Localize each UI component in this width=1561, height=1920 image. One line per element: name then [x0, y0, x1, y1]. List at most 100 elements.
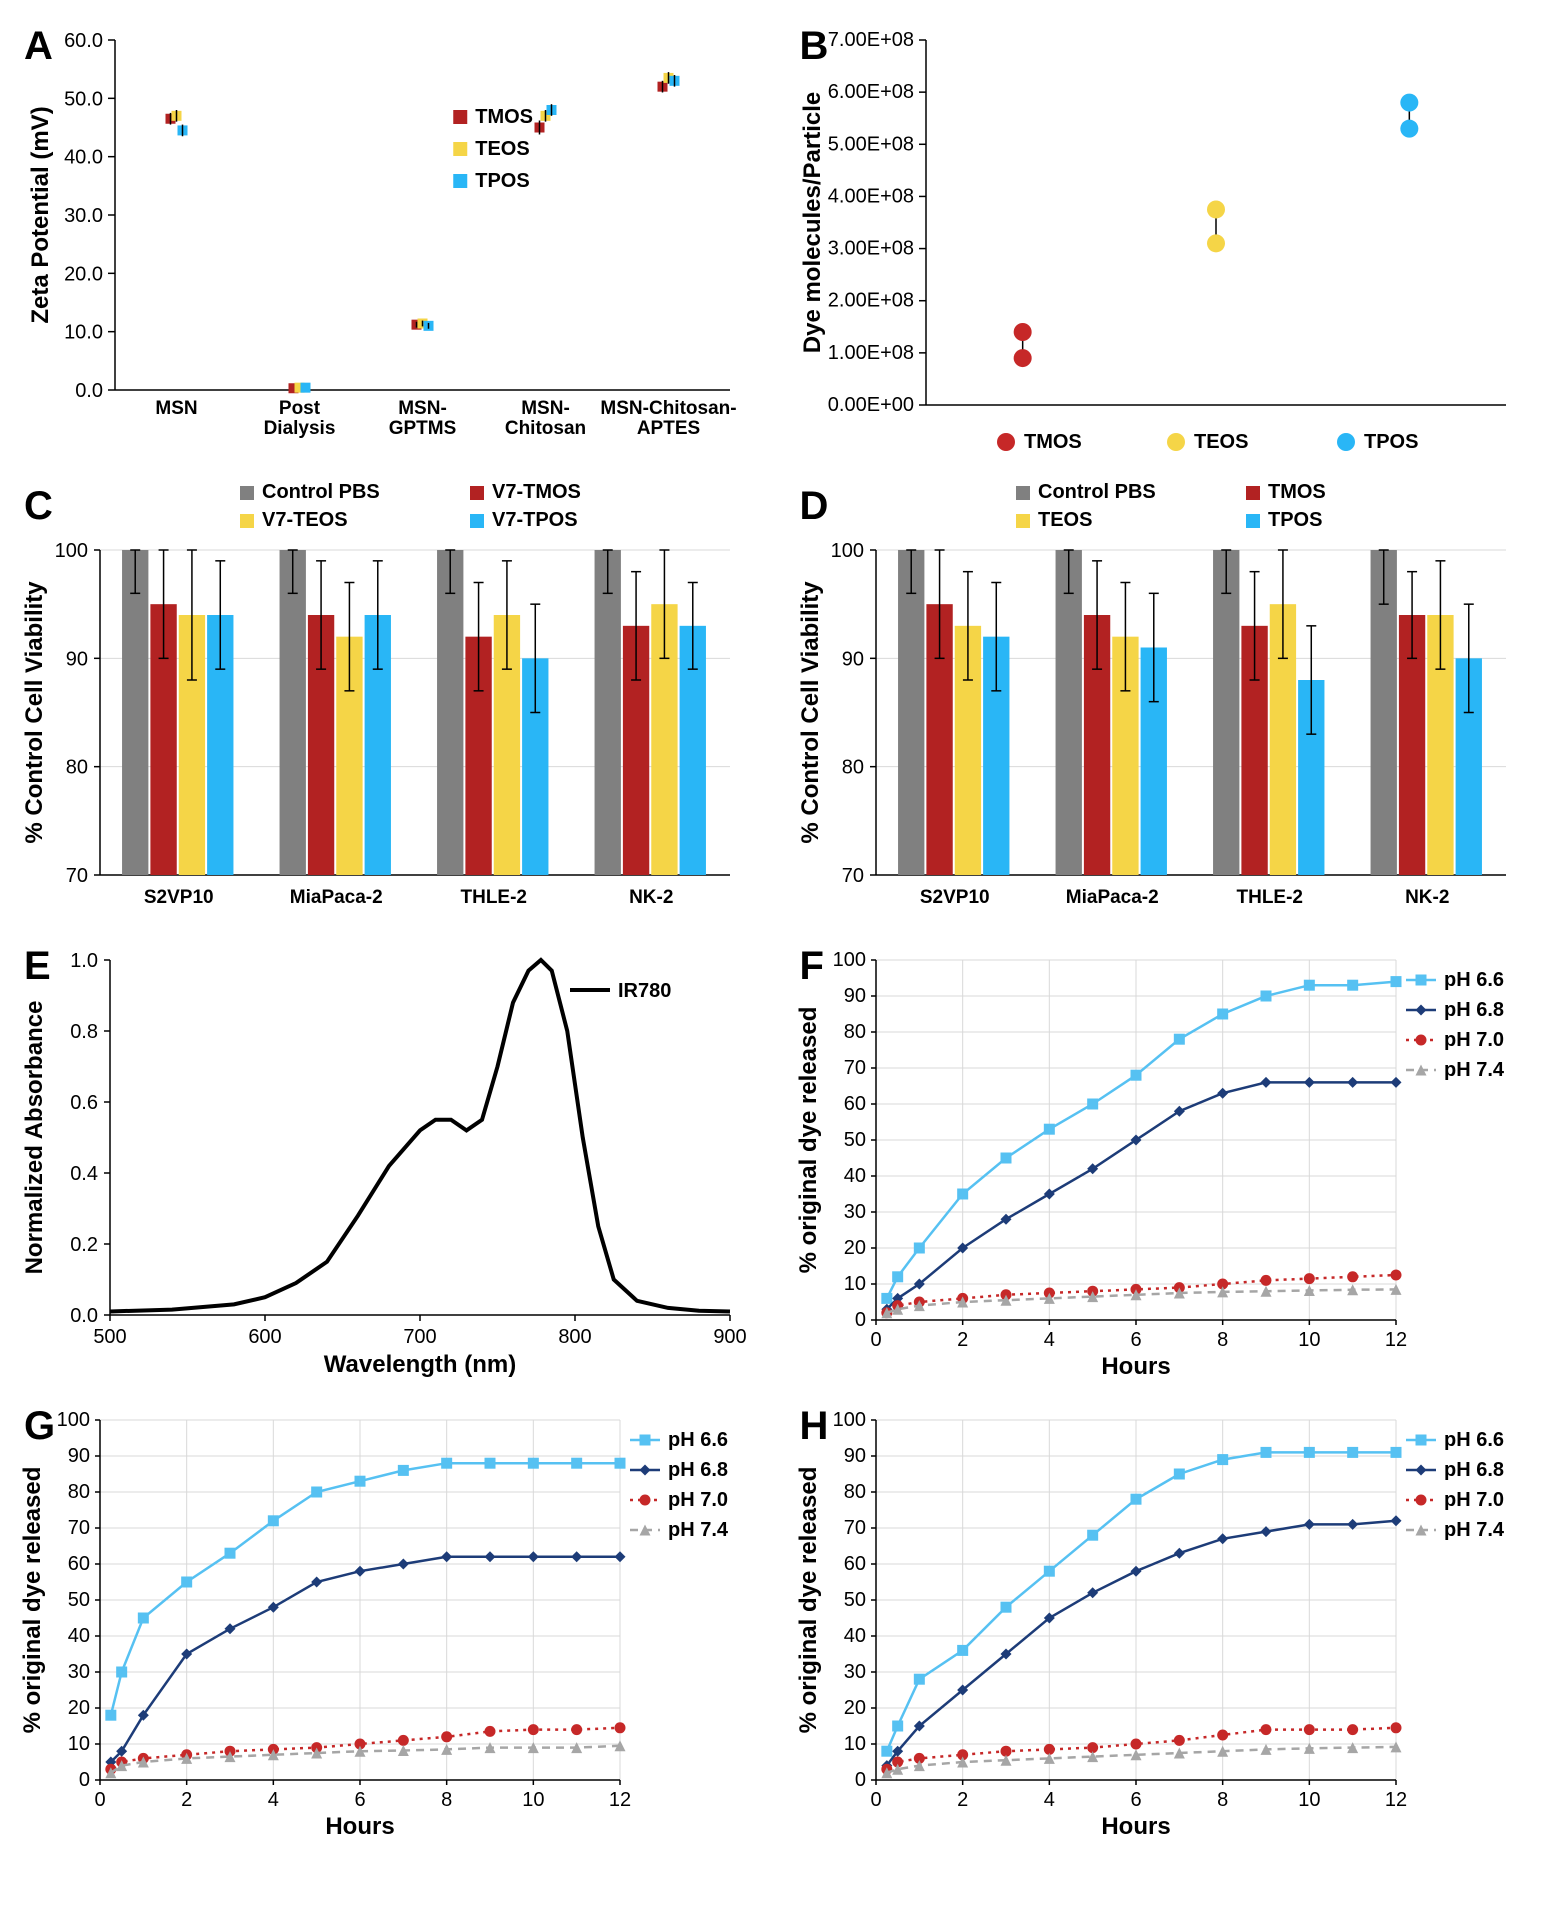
- svg-text:6: 6: [1130, 1789, 1141, 1811]
- svg-text:6: 6: [354, 1789, 365, 1811]
- svg-text:10: 10: [522, 1789, 544, 1811]
- svg-text:0: 0: [870, 1789, 881, 1811]
- svg-text:70: 70: [68, 1517, 90, 1539]
- panel-label-a: A: [24, 24, 53, 69]
- svg-text:Post: Post: [279, 398, 321, 419]
- svg-text:10: 10: [843, 1733, 865, 1755]
- svg-text:40: 40: [68, 1625, 90, 1647]
- panel-g: G0102030405060708090100024681012Hours% o…: [20, 1400, 766, 1840]
- svg-text:40: 40: [843, 1625, 865, 1647]
- svg-text:Chitosan: Chitosan: [505, 418, 586, 439]
- panel-f: F0102030405060708090100024681012Hours% o…: [796, 940, 1542, 1380]
- svg-text:100: 100: [832, 1409, 865, 1431]
- panel-b: B0.00E+001.00E+082.00E+083.00E+084.00E+0…: [796, 20, 1542, 460]
- svg-text:% original dye released: % original dye released: [796, 1467, 822, 1734]
- svg-text:3.00E+08: 3.00E+08: [827, 238, 913, 260]
- svg-text:50: 50: [68, 1589, 90, 1611]
- svg-text:MSN-: MSN-: [521, 398, 570, 419]
- svg-text:70: 70: [843, 1057, 865, 1079]
- svg-text:MiaPaca-2: MiaPaca-2: [290, 887, 383, 908]
- svg-text:100: 100: [57, 1409, 90, 1431]
- svg-text:30: 30: [843, 1661, 865, 1683]
- svg-text:Dye molecules/Particle: Dye molecules/Particle: [799, 92, 826, 353]
- svg-text:pH 7.4: pH 7.4: [668, 1519, 729, 1541]
- svg-text:50: 50: [843, 1129, 865, 1151]
- svg-text:6.00E+08: 6.00E+08: [827, 81, 913, 103]
- svg-text:THLE-2: THLE-2: [461, 887, 528, 908]
- svg-text:% original dye released: % original dye released: [20, 1467, 46, 1734]
- svg-text:60.0: 60.0: [64, 30, 103, 52]
- svg-text:pH 7.0: pH 7.0: [1444, 1489, 1504, 1511]
- svg-text:60: 60: [843, 1093, 865, 1115]
- panel-c: C708090100% Control Cell ViabilityS2VP10…: [20, 480, 766, 920]
- svg-text:90: 90: [843, 1445, 865, 1467]
- svg-text:pH 6.8: pH 6.8: [1444, 1459, 1504, 1481]
- svg-text:pH 6.8: pH 6.8: [668, 1459, 728, 1481]
- svg-text:2: 2: [957, 1329, 968, 1351]
- svg-text:2: 2: [957, 1789, 968, 1811]
- svg-text:0.4: 0.4: [70, 1163, 98, 1185]
- svg-text:8: 8: [441, 1789, 452, 1811]
- svg-text:70: 70: [843, 1517, 865, 1539]
- svg-text:V7-TPOS: V7-TPOS: [492, 509, 578, 531]
- svg-text:100: 100: [55, 540, 88, 562]
- svg-text:80: 80: [66, 757, 88, 779]
- svg-text:0: 0: [94, 1789, 105, 1811]
- svg-text:4: 4: [1043, 1329, 1054, 1351]
- svg-text:pH 7.0: pH 7.0: [668, 1489, 728, 1511]
- svg-text:20: 20: [68, 1697, 90, 1719]
- svg-text:60: 60: [68, 1553, 90, 1575]
- svg-text:MiaPaca-2: MiaPaca-2: [1065, 887, 1158, 908]
- svg-text:4: 4: [1043, 1789, 1054, 1811]
- svg-text:40: 40: [843, 1165, 865, 1187]
- svg-text:90: 90: [843, 985, 865, 1007]
- svg-text:8: 8: [1217, 1789, 1228, 1811]
- svg-text:Hours: Hours: [325, 1813, 394, 1840]
- svg-text:70: 70: [841, 865, 863, 887]
- svg-text:TMOS: TMOS: [475, 106, 533, 128]
- svg-text:80: 80: [841, 757, 863, 779]
- svg-text:30: 30: [843, 1201, 865, 1223]
- svg-text:700: 700: [403, 1326, 436, 1348]
- svg-text:80: 80: [68, 1481, 90, 1503]
- svg-text:0.8: 0.8: [70, 1021, 98, 1043]
- svg-text:12: 12: [1384, 1329, 1406, 1351]
- svg-text:4.00E+08: 4.00E+08: [827, 185, 913, 207]
- svg-text:50: 50: [843, 1589, 865, 1611]
- svg-text:pH 7.0: pH 7.0: [1444, 1029, 1504, 1051]
- svg-text:0.2: 0.2: [70, 1234, 98, 1256]
- svg-text:pH 7.4: pH 7.4: [1444, 1059, 1505, 1081]
- svg-text:20.0: 20.0: [64, 263, 103, 285]
- svg-text:MSN: MSN: [155, 398, 197, 419]
- svg-text:MSN-: MSN-: [398, 398, 447, 419]
- svg-text:90: 90: [841, 648, 863, 670]
- svg-text:12: 12: [1384, 1789, 1406, 1811]
- svg-text:600: 600: [248, 1326, 281, 1348]
- svg-text:2.00E+08: 2.00E+08: [827, 290, 913, 312]
- svg-text:0: 0: [79, 1769, 90, 1791]
- svg-text:70: 70: [66, 865, 88, 887]
- svg-text:90: 90: [68, 1445, 90, 1467]
- svg-text:% Control Cell Viability: % Control Cell Viability: [21, 581, 48, 844]
- svg-text:TMOS: TMOS: [1268, 481, 1326, 503]
- svg-text:GPTMS: GPTMS: [389, 418, 457, 439]
- svg-text:Wavelength (nm): Wavelength (nm): [324, 1351, 516, 1378]
- svg-text:IR780: IR780: [618, 980, 671, 1002]
- svg-text:TPOS: TPOS: [475, 170, 529, 192]
- svg-text:Zeta Potential (mV): Zeta Potential (mV): [27, 106, 54, 323]
- svg-text:10: 10: [1298, 1329, 1320, 1351]
- svg-text:0.0: 0.0: [75, 380, 103, 402]
- svg-text:500: 500: [93, 1326, 126, 1348]
- panel-h: H0102030405060708090100024681012Hours% o…: [796, 1400, 1542, 1840]
- svg-text:0: 0: [854, 1309, 865, 1331]
- svg-text:TEOS: TEOS: [1194, 431, 1248, 453]
- panel-a: A0.010.020.030.040.050.060.0Zeta Potenti…: [20, 20, 766, 460]
- svg-text:NK-2: NK-2: [1405, 887, 1449, 908]
- svg-text:800: 800: [558, 1326, 591, 1348]
- svg-text:6: 6: [1130, 1329, 1141, 1351]
- svg-text:% Control Cell Viability: % Control Cell Viability: [797, 581, 824, 844]
- svg-text:40.0: 40.0: [64, 147, 103, 169]
- svg-text:50.0: 50.0: [64, 88, 103, 110]
- svg-text:Hours: Hours: [1101, 1813, 1170, 1840]
- svg-text:pH 6.6: pH 6.6: [668, 1429, 728, 1451]
